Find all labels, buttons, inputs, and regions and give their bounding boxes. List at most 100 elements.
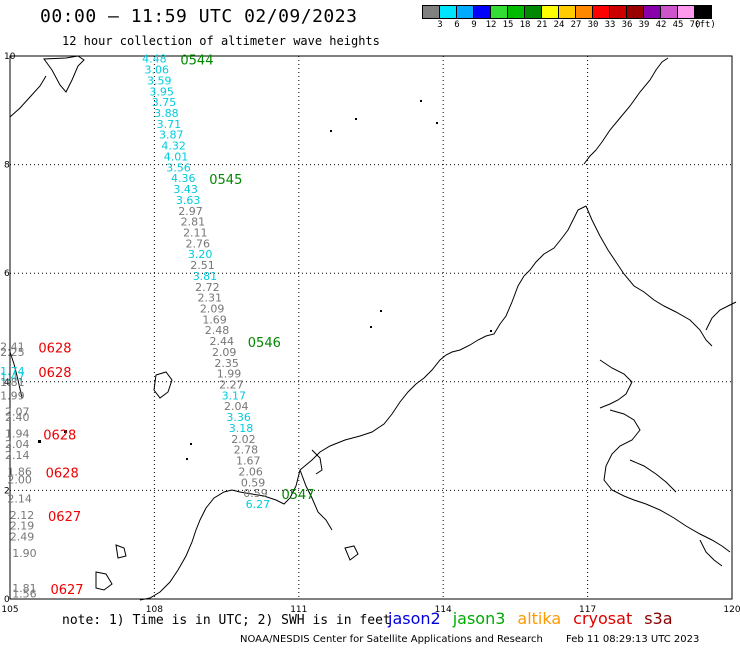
wave-height-value: 3.63 [176,194,201,207]
longitude-tick: 117 [579,605,596,615]
satellite-legend: jason2 jason3 altika cryosat s3a [388,609,673,628]
wave-height-value: 2.97 [178,205,203,218]
longitude-tick-labels: 105 108 111 114 117 120 [1,605,740,615]
wave-height-value: 2.11 [183,226,208,239]
credit-line: NOAA/NESDIS Center for Satellite Applica… [240,634,699,645]
wave-height-value: 1.81 [0,376,25,389]
wave-height-value: 2.78 [234,444,259,457]
latitude-tick-labels: 0 2 4 6 8 10 [4,52,16,605]
color-swatch-label: 21 [536,20,548,30]
altimeter-tracks: 4.483.063.593.953.753.883.713.874.324.01… [0,53,314,601]
color-swatch-label: 24 [553,20,565,30]
latitude-tick: 2 [4,486,10,496]
latitude-tick: 8 [4,161,10,171]
wave-height-value: 2.12 [10,509,35,522]
wave-height-value: 3.20 [188,248,213,261]
credit-text: NOAA/NESDIS Center for Satellite Applica… [240,634,543,645]
longitude-tick: 120 [723,605,740,615]
wave-height-value: 2.27 [219,379,244,392]
coastline [9,55,737,601]
wave-height-value: 3.75 [152,96,177,109]
altimeter-track: 1.942.042.14 0628 [5,427,76,462]
wave-height-value: 2.09 [200,302,225,315]
wave-height-value: 2.31 [198,292,223,305]
wave-height-color-scale [422,5,712,19]
color-swatch-label: 3 [437,20,443,30]
altimeter-track: 2.412.25 0628 [0,341,71,359]
pass-time-label: 0544 [180,54,213,69]
color-swatch-label: 42 [655,20,667,30]
wave-height-value: 3.95 [149,85,174,98]
color-swatch-label: 15 [502,20,514,30]
color-swatch-label: 39 [638,20,650,30]
altimeter-track: 1.741.471.811.99 2.072.40 0628 [0,365,71,424]
wave-height-value: 1.81 [12,582,37,595]
wave-height-value: 2.04 [5,438,30,451]
wave-height-value: 3.56 [166,161,191,174]
generation-timestamp: Feb 11 08:29:13 UTC 2023 [566,634,700,645]
map-subtitle: 12 hour collection of altimeter wave hei… [62,34,380,48]
altimeter-track: 2.442.092.351.992.273.172.043.363.182.02… [210,335,281,489]
wave-height-value: 0.59 [243,487,268,500]
color-swatch-label: 36 [621,20,633,30]
wave-height-value: 2.25 [0,346,25,359]
satellite-name: jason3 [452,609,506,628]
wave-height-value: 2.40 [5,411,30,424]
wave-height-value: 3.59 [147,74,172,87]
pass-time-label: 0547 [281,488,314,503]
longitude-tick: 108 [146,605,163,615]
wave-height-value: 1.90 [12,547,37,560]
pass-time-label: 0545 [209,173,242,188]
longitude-tick: 105 [1,605,18,615]
wave-height-value: 3.43 [173,183,198,196]
wave-height-value: 2.49 [10,531,35,544]
wave-height-value: 3.36 [226,411,251,424]
wave-height-value: 1.69 [202,313,227,326]
satellite-name: cryosat [573,609,633,628]
wave-height-value: 3.18 [229,422,254,435]
wave-height-value: 2.48 [205,324,230,337]
wave-height-value: 2.41 [0,341,25,354]
color-swatch [694,5,712,19]
scale-unit: (ft) [694,20,716,30]
pass-time-label: 0627 [50,583,83,598]
wave-height-value: 3.81 [193,270,218,283]
wave-height-value: 2.04 [224,400,249,413]
satellite-name: s3a [644,609,673,628]
wave-height-value: 1.99 [0,389,25,402]
wave-height-value: 1.74 [0,365,25,378]
wave-height-value: 2.19 [10,520,35,533]
wave-height-value: 6.27 [246,498,271,511]
longitude-tick: 111 [290,605,307,615]
color-swatch-label: 30 [587,20,599,30]
color-swatch-label: 9 [471,20,477,30]
color-swatch-label: 6 [454,20,460,30]
satellite-name: altika [517,609,562,628]
wave-height-value: 1.56 [12,588,37,601]
wave-height-value: 2.44 [210,335,235,348]
wave-height-value: 0.59 [241,476,266,489]
wave-height-value: 3.17 [222,389,247,402]
wave-height-value: 1.99 [217,368,242,381]
wave-height-value: 4.01 [164,150,189,163]
color-swatch-label: 45 [672,20,684,30]
units-note: note: 1) Time is in UTC; 2) SWH is in fe… [62,613,391,628]
color-swatch-label: 33 [604,20,616,30]
wave-height-value: 4.36 [171,172,196,185]
wave-height-value: 3.87 [159,129,184,142]
pass-time-label: 0628 [38,342,71,357]
wave-height-value: 2.81 [181,216,206,229]
longitude-tick: 114 [435,605,452,615]
latitude-tick: 10 [4,52,16,62]
wave-height-value: 2.02 [231,433,256,446]
wave-height-value: 2.14 [5,449,30,462]
wave-height-value: 2.07 [5,406,30,419]
wave-height-value: 3.06 [145,64,170,77]
altimeter-track: 4.363.433.632.972.812.112.763.202.513.81… [171,172,242,337]
pass-time-label: 0628 [38,366,71,381]
latitude-tick: 0 [4,595,10,605]
wave-height-value: 1.67 [236,455,261,468]
wave-height-value: 1.86 [7,465,32,478]
altimeter-track: 1.862.00 2.14 0628 [7,465,78,505]
altimeter-track: 2.122.192.49 1.90 0627 [10,509,81,560]
